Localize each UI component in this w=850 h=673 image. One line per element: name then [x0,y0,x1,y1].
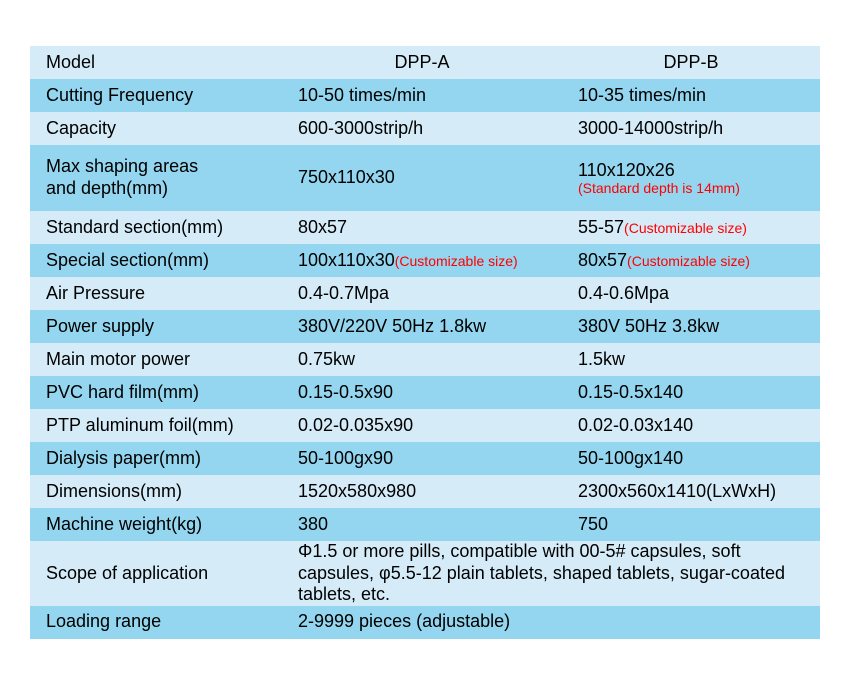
max-shaping-line2: and depth(mm) [46,178,168,198]
cell-label: Machine weight(kg) [30,508,282,541]
row-main-motor: Main motor power 0.75kw 1.5kw [30,343,820,376]
table-header-row: Model DPP-A DPP-B [30,46,820,79]
cell-a: 10-50 times/min [282,79,562,112]
cell-b: 3000-14000strip/h [562,112,820,145]
cell-label: Max shaping areas and depth(mm) [30,145,282,211]
row-capacity: Capacity 600-3000strip/h 3000-14000strip… [30,112,820,145]
row-power-supply: Power supply 380V/220V 50Hz 1.8kw 380V 5… [30,310,820,343]
cell-label: PTP aluminum foil(mm) [30,409,282,442]
cell-a: 1520x580x980 [282,475,562,508]
cell-loading-value: 2-9999 pieces (adjustable) [282,606,820,639]
cell-b: 750 [562,508,820,541]
row-weight: Machine weight(kg) 380 750 [30,508,820,541]
cell-b: 2300x560x1410(LxWxH) [562,475,820,508]
special-section-a-note: (Customizable size) [395,253,518,269]
row-dialysis: Dialysis paper(mm) 50-100gx90 50-100gx14… [30,442,820,475]
cell-b: 80x57(Customizable size) [562,244,820,277]
cell-a: 50-100gx90 [282,442,562,475]
cell-a: 750x110x30 [282,145,562,211]
header-col-a: DPP-A [282,46,562,79]
row-scope: Scope of application Φ1.5 or more pills,… [30,541,820,606]
cell-label: Loading range [30,606,282,639]
cell-b: 0.02-0.03x140 [562,409,820,442]
cell-a: 100x110x30(Customizable size) [282,244,562,277]
row-cutting-frequency: Cutting Frequency 10-50 times/min 10-35 … [30,79,820,112]
cell-a: 0.02-0.035x90 [282,409,562,442]
cell-label: Power supply [30,310,282,343]
row-max-shaping: Max shaping areas and depth(mm) 750x110x… [30,145,820,211]
standard-section-b: 55-57 [578,217,624,237]
max-shaping-line1: Max shaping areas [46,156,198,176]
max-shaping-b: 110x120x26 [578,160,675,180]
spec-table: Model DPP-A DPP-B Cutting Frequency 10-5… [30,46,820,639]
special-section-b: 80x57 [578,250,627,270]
cell-b: 110x120x26 (Standard depth is 14mm) [562,145,820,211]
row-dimensions: Dimensions(mm) 1520x580x980 2300x560x141… [30,475,820,508]
cell-label: Cutting Frequency [30,79,282,112]
cell-label: Capacity [30,112,282,145]
cell-b: 50-100gx140 [562,442,820,475]
cell-label: PVC hard film(mm) [30,376,282,409]
cell-a: 0.15-0.5x90 [282,376,562,409]
cell-label: Scope of application [30,541,282,606]
special-section-a: 100x110x30 [298,250,395,270]
cell-label: Dimensions(mm) [30,475,282,508]
cell-b: 0.4-0.6Mpa [562,277,820,310]
cell-a: 380 [282,508,562,541]
row-special-section: Special section(mm) 100x110x30(Customiza… [30,244,820,277]
cell-a: 600-3000strip/h [282,112,562,145]
cell-b: 1.5kw [562,343,820,376]
page: Model DPP-A DPP-B Cutting Frequency 10-5… [0,0,850,639]
row-ptp: PTP aluminum foil(mm) 0.02-0.035x90 0.02… [30,409,820,442]
cell-scope-value: Φ1.5 or more pills, compatible with 00-5… [282,541,820,606]
cell-a: 0.4-0.7Mpa [282,277,562,310]
cell-b: 0.15-0.5x140 [562,376,820,409]
cell-b: 55-57(Customizable size) [562,211,820,244]
row-loading: Loading range 2-9999 pieces (adjustable) [30,606,820,639]
cell-label: Dialysis paper(mm) [30,442,282,475]
cell-a: 80x57 [282,211,562,244]
cell-a: 380V/220V 50Hz 1.8kw [282,310,562,343]
cell-a: 0.75kw [282,343,562,376]
row-standard-section: Standard section(mm) 80x57 55-57(Customi… [30,211,820,244]
header-col-b: DPP-B [562,46,820,79]
cell-label: Air Pressure [30,277,282,310]
cell-label: Special section(mm) [30,244,282,277]
header-model-label: Model [30,46,282,79]
max-shaping-b-note: (Standard depth is 14mm) [578,181,804,196]
row-air-pressure: Air Pressure 0.4-0.7Mpa 0.4-0.6Mpa [30,277,820,310]
cell-label: Main motor power [30,343,282,376]
cell-b: 10-35 times/min [562,79,820,112]
row-pvc: PVC hard film(mm) 0.15-0.5x90 0.15-0.5x1… [30,376,820,409]
cell-label: Standard section(mm) [30,211,282,244]
special-section-b-note: (Customizable size) [627,253,750,269]
standard-section-b-note: (Customizable size) [624,220,747,236]
cell-b: 380V 50Hz 3.8kw [562,310,820,343]
